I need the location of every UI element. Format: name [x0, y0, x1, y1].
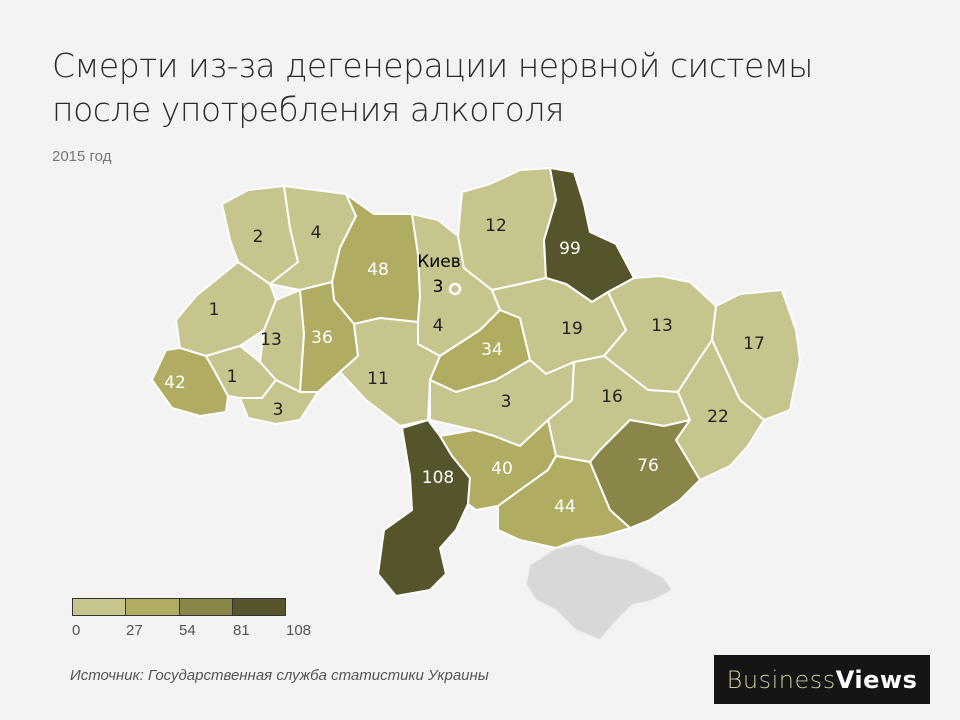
- legend-swatch-2: [126, 599, 180, 615]
- region-value-dnipropetrovsk: 16: [601, 387, 623, 407]
- region-value-ivano-frankivsk: 1: [227, 367, 238, 387]
- map-subtitle: 2015 год: [52, 148, 112, 165]
- region-kherson: [497, 455, 631, 549]
- region-value-sumy: 99: [559, 239, 581, 259]
- legend-swatch-4: [232, 599, 285, 615]
- region-value-zaporizhzhia: 76: [637, 456, 659, 476]
- legend-tick: 0: [72, 622, 81, 639]
- region-value-kherson: 44: [554, 497, 576, 517]
- region-value-kirovohrad: 3: [501, 392, 512, 412]
- capital-marker-icon: [448, 282, 462, 296]
- region-value-khmelnytskyi: 36: [311, 328, 333, 348]
- businessviews-logo: Business Views: [714, 655, 930, 704]
- legend-tick: 54: [179, 622, 196, 639]
- region-value-cherkasy: 34: [481, 340, 503, 360]
- source-note: Источник: Государственная служба статист…: [70, 667, 489, 684]
- region-value-rivne: 4: [311, 223, 322, 243]
- region-value-kharkiv: 13: [651, 316, 673, 336]
- region-value-lviv: 1: [209, 300, 220, 320]
- capital-label: Киев: [417, 252, 461, 272]
- legend-swatch-1: [73, 599, 127, 615]
- legend-color-scale: [72, 598, 286, 616]
- capital-value: 3: [433, 277, 444, 297]
- region-value-poltava: 19: [561, 319, 583, 339]
- region-value-kyiv-oblast: 4: [433, 316, 444, 336]
- legend-ticks: 0 27 54 81 108: [72, 622, 311, 644]
- region-value-ternopil: 13: [260, 330, 282, 350]
- region-value-luhansk: 17: [743, 334, 765, 354]
- region-value-vinnytsia: 11: [367, 369, 389, 389]
- region-value-chernihiv: 12: [485, 216, 507, 236]
- map-title: Смерти из-за дегенерации нервной системы…: [52, 46, 813, 129]
- region-chernihiv: [457, 167, 557, 291]
- region-value-donetsk: 22: [707, 407, 729, 427]
- region-value-odesa: 108: [422, 468, 454, 488]
- region-chernivtsi: [239, 379, 319, 425]
- legend-tick: 27: [126, 622, 143, 639]
- region-value-zakarpattia: 42: [164, 373, 186, 393]
- legend-tick: 108: [286, 622, 312, 639]
- region-value-mykolaiv: 40: [491, 459, 513, 479]
- region-value-volyn: 2: [253, 227, 264, 247]
- region-value-zhytomyr: 48: [367, 260, 389, 280]
- region-value-chernivtsi: 3: [273, 400, 284, 420]
- region-crimea: [525, 543, 674, 641]
- legend: 0 27 54 81 108: [72, 598, 311, 644]
- logo-part-2: Views: [835, 665, 918, 694]
- logo-part-1: Business: [726, 665, 836, 694]
- legend-swatch-3: [179, 599, 233, 615]
- legend-tick: 81: [233, 622, 250, 639]
